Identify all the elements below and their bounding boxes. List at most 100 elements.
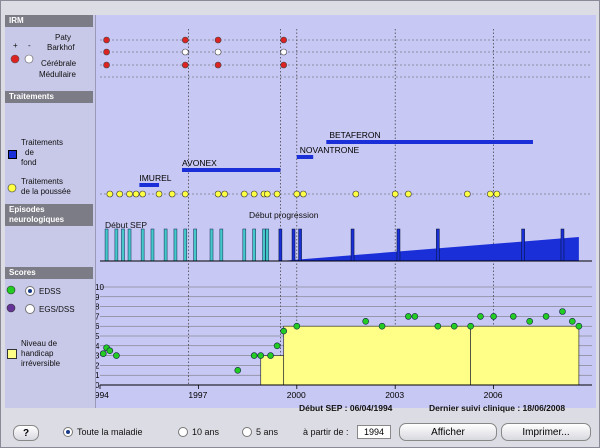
push-point-9 xyxy=(221,190,228,198)
handicap-label-1: Niveau de xyxy=(21,339,58,348)
relapse-cyan-0 xyxy=(104,228,109,262)
x-tick-label-1: 1997 xyxy=(188,390,207,400)
afficher-button[interactable]: Afficher xyxy=(399,423,497,441)
medullaire-label: Médullaire xyxy=(39,70,76,79)
irm-point-0-2 xyxy=(214,36,222,44)
irm-point-0-1 xyxy=(181,36,189,44)
irm-header: IRM xyxy=(5,15,93,27)
irm-legend-dots xyxy=(10,54,34,64)
irm-point-2-1 xyxy=(181,61,189,69)
egs-label: EGS/DSS xyxy=(39,305,75,314)
edss-point-11 xyxy=(362,317,369,325)
relapse-blue-5 xyxy=(436,228,440,262)
relapse-cyan-13 xyxy=(252,228,256,262)
x-tick-label-2: 2000 xyxy=(287,390,306,400)
edss-point-20 xyxy=(509,313,517,320)
dernier-suivi-info: Dernier suivi clinique : 18/06/2008 xyxy=(429,403,566,413)
relapse-cyan-14 xyxy=(262,228,266,262)
relapse-cyan-3 xyxy=(127,228,132,262)
relapse-cyan-2 xyxy=(121,228,125,262)
push-point-6 xyxy=(168,190,176,198)
edss-point-18 xyxy=(477,313,484,320)
treatment-bar-1 xyxy=(182,168,281,172)
edss-point-12 xyxy=(378,322,386,330)
edss-point-6 xyxy=(257,352,265,359)
push-point-8 xyxy=(214,190,222,198)
relapse-blue-1 xyxy=(291,228,296,262)
edss-point-2 xyxy=(106,347,114,355)
score-tick-10: 10 xyxy=(96,283,104,292)
irm-positive-icon xyxy=(10,54,20,64)
irm-point-2-0 xyxy=(103,61,110,69)
edss-point-8 xyxy=(273,342,281,350)
trait-poussee-icon xyxy=(7,183,17,193)
handicap-bar-1 xyxy=(283,325,471,386)
push-point-20 xyxy=(464,190,471,198)
help-button[interactable]: ? xyxy=(13,425,39,441)
trait-fond-label-3: fond xyxy=(21,158,37,167)
relapse-cyan-11 xyxy=(219,228,224,262)
handicap-label-2: handicap xyxy=(21,349,54,358)
relapse-cyan-12 xyxy=(242,228,247,262)
irm-point-1-1 xyxy=(181,48,189,56)
push-point-19 xyxy=(405,190,412,198)
egs-radio[interactable] xyxy=(25,304,35,314)
episodes-label-1: Episodes xyxy=(9,205,45,214)
treatment-bar-0 xyxy=(139,183,160,187)
imprimer-button[interactable]: Imprimer... xyxy=(501,423,591,441)
dix-ans-radio[interactable] xyxy=(178,427,188,437)
relapse-cyan-4 xyxy=(140,228,145,262)
relapse-blue-7 xyxy=(560,228,565,262)
cinq-ans-label: 5 ans xyxy=(256,427,279,437)
score-tick-5: 5 xyxy=(96,332,100,341)
irm-point-1-3 xyxy=(280,48,287,56)
relapse-cyan-15 xyxy=(265,228,270,262)
x-tick-label-0: 1994 xyxy=(96,390,109,400)
irm-negative-icon xyxy=(24,54,34,64)
edss-point-23 xyxy=(559,308,566,315)
score-tick-1: 1 xyxy=(96,371,100,380)
toute-radio[interactable] xyxy=(63,427,73,437)
trait-fond-label-1: Traitements xyxy=(21,138,63,147)
barkhof-label: Barkhof xyxy=(47,43,75,52)
relapse-blue-3 xyxy=(350,228,355,262)
push-point-14 xyxy=(273,190,281,198)
edss-point-10 xyxy=(293,322,301,330)
irm-point-1-2 xyxy=(214,48,222,56)
push-point-18 xyxy=(391,190,399,198)
edss-point-22 xyxy=(542,313,550,320)
timeline-chart: IMUREL AVONEX NOVANTRONE BETAFERON 012345678… xyxy=(96,29,592,400)
episodes-header: Episodes neurologiques xyxy=(5,204,93,226)
push-point-4 xyxy=(139,190,146,198)
treatment-bar-3 xyxy=(326,140,533,144)
edss-point-25 xyxy=(575,322,583,330)
toute-label: Toute la maladie xyxy=(77,427,143,437)
scores-header: Scores xyxy=(5,267,93,279)
edss-radio[interactable] xyxy=(25,286,35,296)
irm-point-1-0 xyxy=(103,48,110,56)
egs-legend-icon xyxy=(6,303,16,313)
push-point-0 xyxy=(106,190,114,198)
year-input[interactable]: 1994 xyxy=(357,425,391,439)
relapse-cyan-5 xyxy=(150,228,155,262)
treatment-label-0: IMUREL xyxy=(139,173,171,183)
irm-point-2-3 xyxy=(280,61,287,69)
x-tick-label-3: 2003 xyxy=(385,390,404,400)
push-point-17 xyxy=(352,190,360,198)
edss-point-5 xyxy=(250,352,258,359)
cinq-ans-radio[interactable] xyxy=(242,427,252,437)
push-point-3 xyxy=(132,190,140,198)
debut-sep-info: Début SEP : 06/04/1994 xyxy=(299,403,393,413)
trait-fond-icon xyxy=(8,150,17,159)
push-point-22 xyxy=(493,190,501,198)
irm-point-0-0 xyxy=(103,36,110,44)
handicap-bar-0 xyxy=(260,355,285,386)
timeline-plot: IMUREL AVONEX NOVANTRONE BETAFERON 0 1 2 3 4 5 6 7 8… xyxy=(96,15,596,408)
treatment-bar-2 xyxy=(296,155,314,159)
edss-point-24 xyxy=(569,317,576,325)
push-point-1 xyxy=(116,190,123,198)
relapse-cyan-10 xyxy=(209,228,214,262)
edss-point-9 xyxy=(280,327,287,335)
score-tick-9: 9 xyxy=(96,293,100,302)
